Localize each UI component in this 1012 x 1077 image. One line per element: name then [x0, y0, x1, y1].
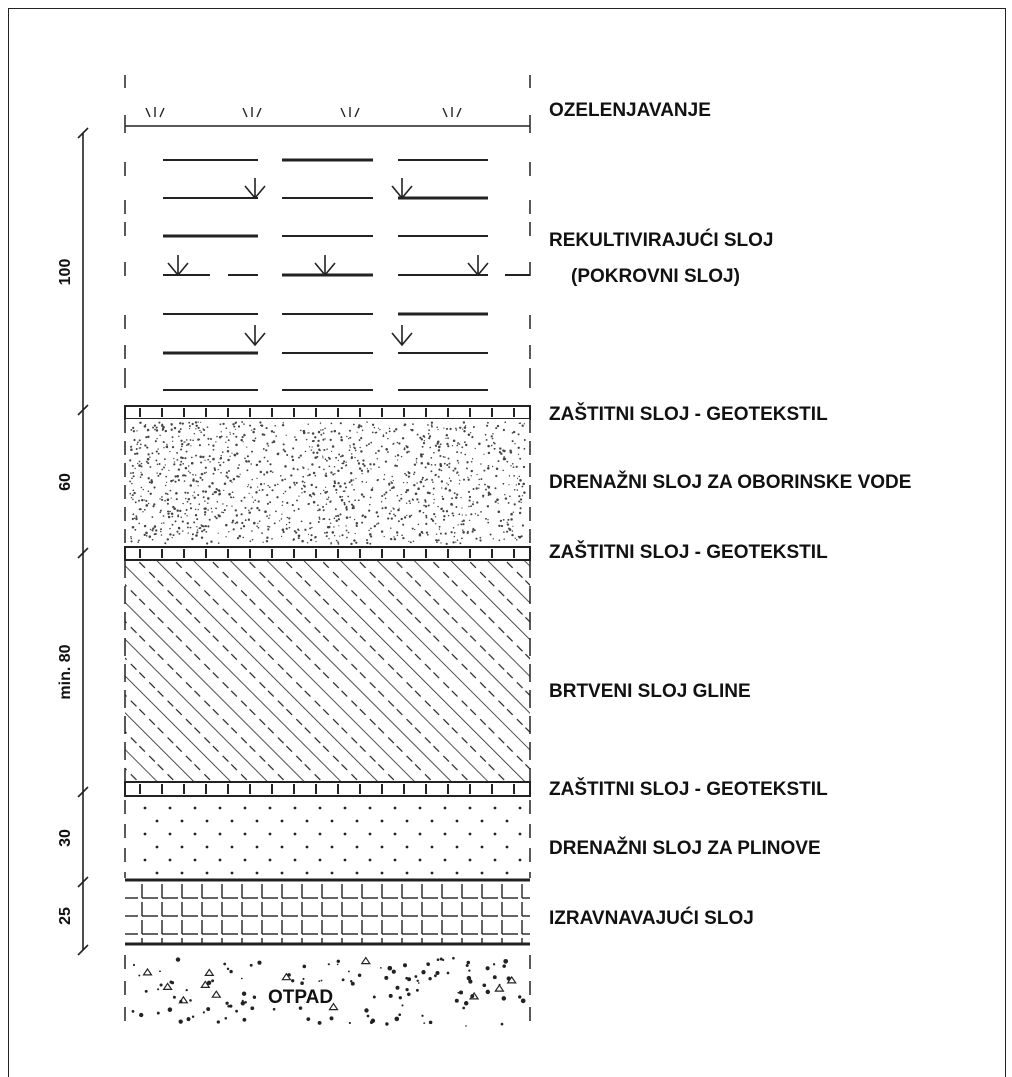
layer-geotextile-2: [124, 546, 531, 561]
label-leveling-layer: IZRAVNAVAJUĆI SLOJ: [549, 907, 754, 929]
label-clay-seal: BRTVENI SLOJ GLINE: [549, 681, 751, 702]
label-geotextile-2: ZAŠTITNI SLOJ - GEOTEKSTIL: [549, 541, 828, 563]
layer-vegetation: [124, 75, 531, 133]
label-cover-layer: (POKROVNI SLOJ): [571, 266, 740, 287]
root-symbols: [167, 178, 489, 347]
label-reclamation-layer: REKULTIVIRAJUĆI SLOJ: [549, 229, 774, 251]
drawing-frame: [8, 8, 1006, 1077]
label-gas-drainage: DRENAŽNI SLOJ ZA PLINOVE: [549, 837, 821, 859]
dimension-min-80: min. 80: [57, 644, 74, 699]
layer-stormwater-drainage: [124, 419, 531, 547]
label-geotextile-1: ZAŠTITNI SLOJ - GEOTEKSTIL: [549, 403, 828, 425]
waste-label: OTPAD: [268, 987, 333, 1008]
label-stormwater-drainage: DRENAŽNI SLOJ ZA OBORINSKE VODE: [549, 471, 911, 493]
dimension-lines: [77, 127, 89, 956]
label-vegetation: OZELENJAVANJE: [549, 100, 711, 121]
layer-gas-drainage: [124, 800, 531, 882]
layer-geotextile-1: [124, 405, 531, 420]
layer-leveling: [125, 882, 530, 946]
layer-reclamation: [124, 158, 531, 391]
dimension-30: 30: [57, 829, 74, 847]
dimension-100: 100: [57, 259, 74, 286]
dimension-25: 25: [57, 907, 74, 925]
grass-tufts: [145, 107, 462, 118]
layer-geotextile-3: [124, 781, 531, 797]
layer-clay-seal: [124, 560, 531, 782]
label-geotextile-3: ZAŠTITNI SLOJ - GEOTEKSTIL: [549, 778, 828, 800]
layer-waste: OTPAD: [124, 955, 531, 1027]
dimension-60: 60: [57, 473, 74, 491]
